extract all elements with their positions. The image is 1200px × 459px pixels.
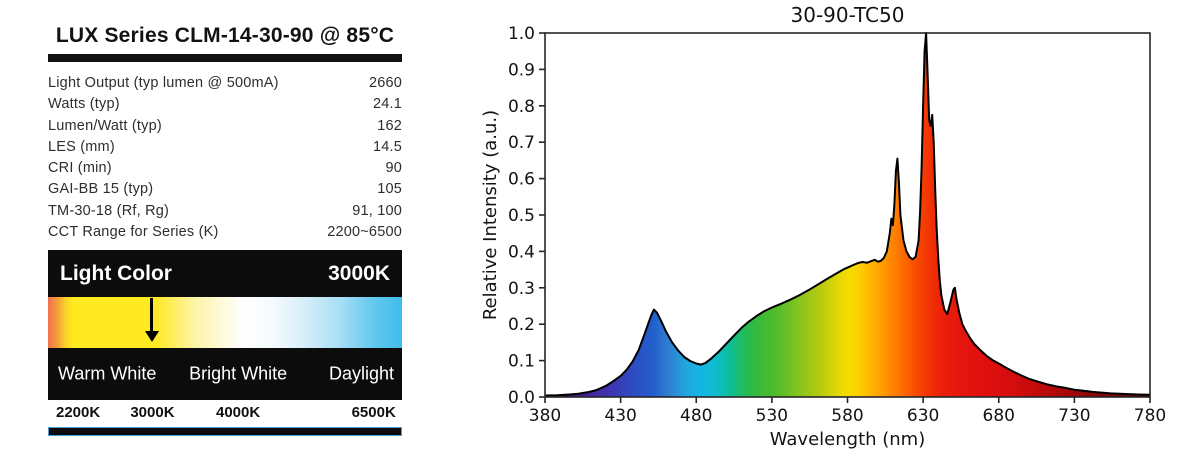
spec-row: CCT Range for Series (K) 2200~6500 — [48, 222, 402, 243]
cct-scale-label: 4000K — [215, 404, 261, 421]
spec-row-label: Watts (typ) — [48, 96, 120, 113]
cct-scale-labels: 2200K 3000K 4000K 6500K — [48, 404, 402, 424]
spec-row-label: CRI (min) — [48, 160, 112, 177]
y-tick-label: 0.2 — [508, 315, 535, 335]
spec-row: Light Output (typ lumen @ 500mA) 2660 — [48, 73, 402, 94]
light-color-header-label: Light Color — [60, 261, 172, 285]
spd-curve — [544, 32, 1151, 397]
spec-row-value: 162 — [377, 117, 402, 134]
spec-row-label: TM-30-18 (Rf, Rg) — [48, 202, 170, 219]
chart-title: 30-90-TC50 — [791, 3, 905, 27]
y-tick-label: 0.7 — [508, 133, 535, 153]
spec-row-label: Lumen/Watt (typ) — [48, 117, 162, 134]
spec-row-label: GAI-BB 15 (typ) — [48, 181, 154, 198]
y-tick-label: 0.3 — [508, 279, 535, 299]
x-axis-title: Wavelength (nm) — [770, 429, 926, 450]
y-tick-label: 0.0 — [508, 388, 535, 408]
spec-rows: Light Output (typ lumen @ 500mA) 2660 Watt… — [48, 73, 402, 243]
cct-arrow-head — [144, 331, 159, 342]
x-tick-label: 530 — [756, 406, 788, 426]
light-color-header: Light Color 3000K — [48, 250, 402, 297]
x-tick-label: 630 — [907, 406, 939, 426]
x-tick-label: 480 — [680, 406, 712, 426]
y-tick-label: 1.0 — [508, 24, 535, 44]
y-tick-label: 0.4 — [508, 242, 535, 262]
spec-row-value: 91, 100 — [352, 202, 402, 219]
bottom-accent-bar — [48, 427, 402, 436]
spec-row: Lumen/Watt (typ) 162 — [48, 116, 402, 137]
cct-zone-label: Warm White — [58, 363, 157, 384]
spec-row: TM-30-18 (Rf, Rg) 91, 100 — [48, 201, 402, 222]
spec-row-label: CCT Range for Series (K) — [48, 224, 219, 241]
y-tick-label: 0.8 — [508, 97, 535, 117]
spec-row: GAI-BB 15 (typ) 105 — [48, 179, 402, 200]
spec-row: Watts (typ) 24.1 — [48, 94, 402, 115]
spec-row-value: 24.1 — [372, 96, 402, 113]
spec-row: CRI (min) 90 — [48, 158, 402, 179]
cct-scale-label: 3000K — [130, 404, 175, 421]
cct-scale-label: 6500K — [351, 404, 396, 421]
light-color-panel: Light Color 3000K Warm White Bright White… — [48, 250, 402, 400]
cct-arrow-stem — [150, 298, 154, 331]
cct-arrow-icon — [144, 298, 159, 342]
x-tick-label: 380 — [529, 406, 561, 426]
cct-zone-label: Bright White — [189, 363, 288, 384]
spec-row-label: Light Output (typ lumen @ 500mA) — [48, 75, 279, 91]
x-tick-label: 780 — [1134, 406, 1166, 426]
y-axis-title: Relative Intensity (a.u.) — [480, 110, 501, 320]
spec-panel-title: LUX Series CLM-14-30-90 @ 85°C — [55, 24, 395, 47]
y-tick-label: 0.1 — [508, 352, 535, 372]
x-tick-label: 580 — [831, 406, 863, 426]
spd-fill-area — [545, 33, 1150, 397]
cct-zone-labels: Warm White Bright White Daylight — [48, 348, 402, 400]
spec-panel: LUX Series CLM-14-30-90 @ 85°C Light Out… — [48, 10, 402, 243]
spec-row-value: 105 — [377, 181, 402, 198]
x-tick-label: 680 — [983, 406, 1015, 426]
spec-row-value: 2660 — [368, 75, 402, 91]
spec-row: LES (mm) 14.5 — [48, 137, 402, 158]
x-tick-label: 430 — [604, 406, 636, 426]
spd-chart-svg: 380 430 480 530 580 630 680 730 780 0.0 0.1 0.2 0.3 0… — [480, 3, 1166, 450]
y-tick-label: 0.9 — [508, 60, 535, 80]
spec-row-label: LES (mm) — [48, 138, 115, 155]
cct-zone-label: Daylight — [328, 363, 394, 384]
spec-row-value: 2200~6500 — [327, 224, 402, 241]
spec-row-value: 90 — [385, 160, 402, 177]
x-tick-label: 730 — [1058, 406, 1090, 426]
cct-gradient-bar — [48, 297, 402, 348]
spd-chart: 380 430 480 530 580 630 680 730 780 0.0 0.1 0.2 0.3 0… — [480, 0, 1200, 454]
cct-scale-label: 2200K — [55, 404, 101, 421]
y-tick-label: 0.6 — [508, 170, 535, 190]
spec-row-value: 14.5 — [372, 138, 402, 155]
title-underline-rule — [48, 54, 402, 62]
cct-value-badge: 3000K — [328, 261, 390, 285]
y-tick-label: 0.5 — [508, 206, 535, 226]
